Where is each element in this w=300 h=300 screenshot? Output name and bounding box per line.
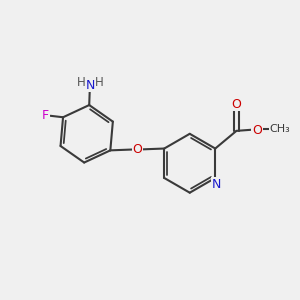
Text: N: N [86,79,95,92]
Text: O: O [132,143,142,156]
Text: F: F [42,109,49,122]
Text: H: H [77,76,86,89]
Text: O: O [232,98,242,111]
Text: O: O [252,124,262,137]
Text: H: H [95,76,103,89]
Text: N: N [212,178,221,191]
Text: CH₃: CH₃ [270,124,290,134]
